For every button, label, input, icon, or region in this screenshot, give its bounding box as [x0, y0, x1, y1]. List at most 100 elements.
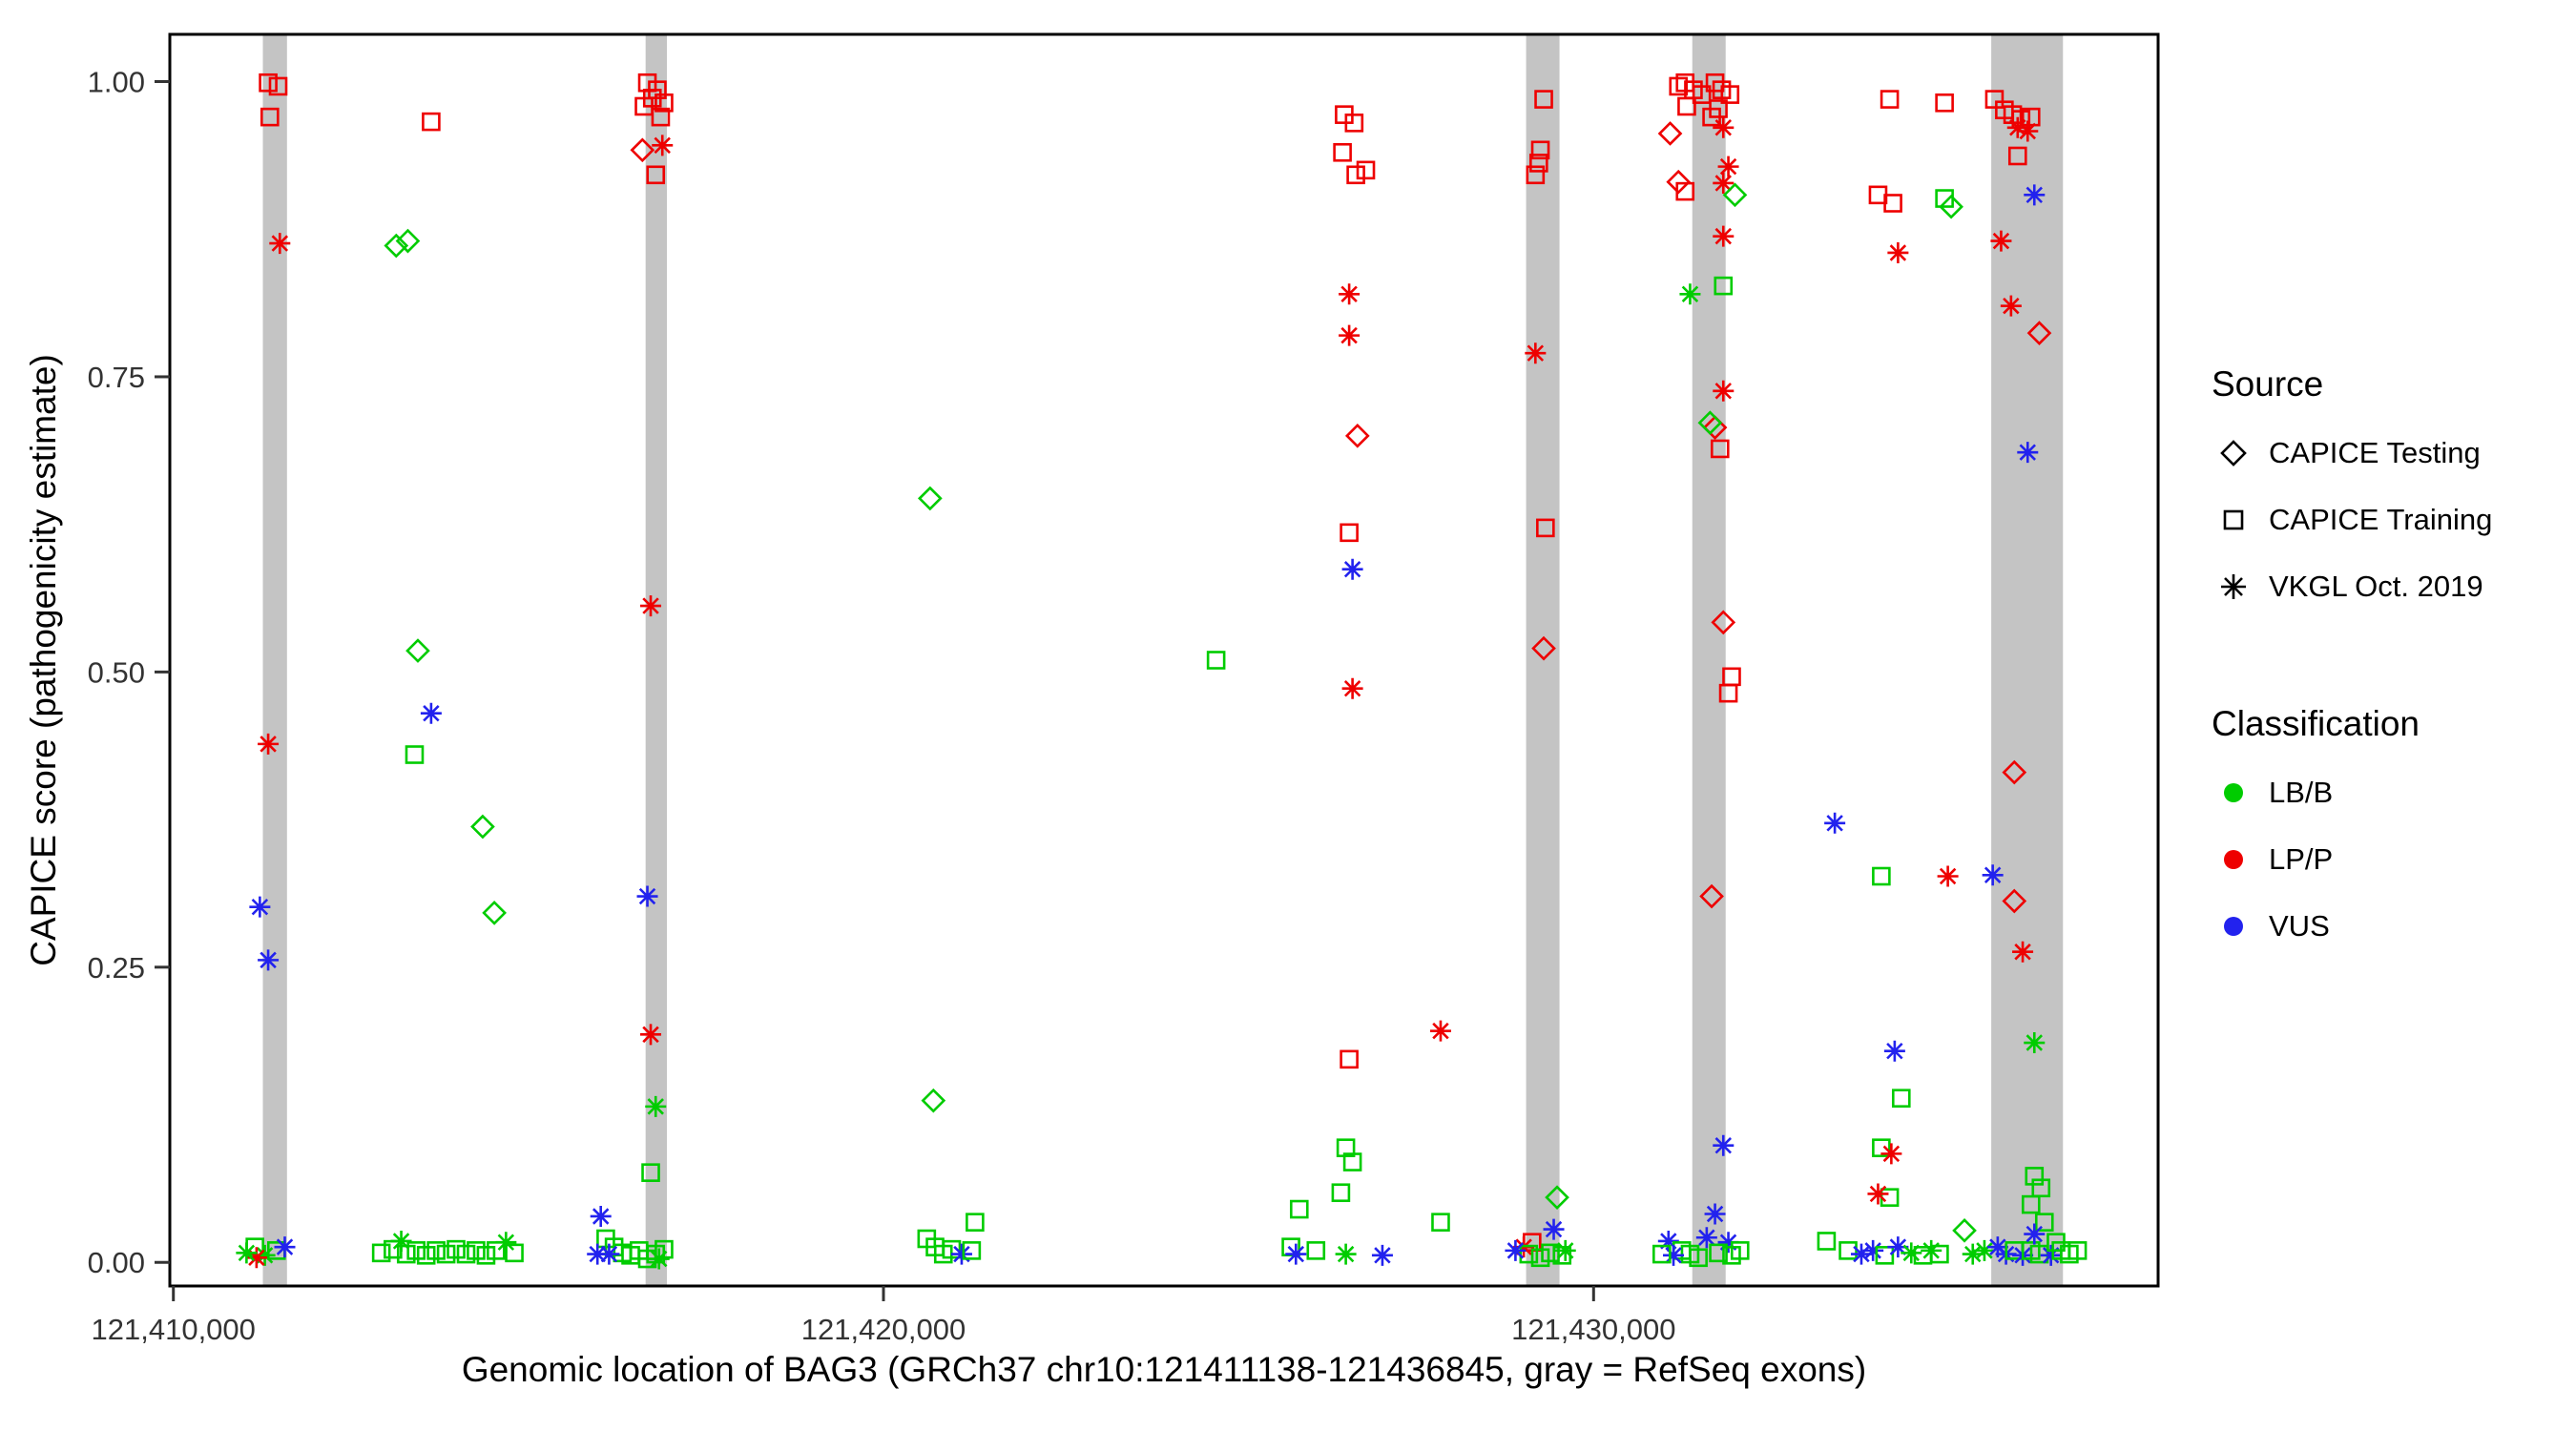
data-point-diamond [1657, 121, 1683, 146]
data-point-square [1534, 90, 1553, 109]
data-point-asterisk [2024, 1223, 2046, 1245]
data-point-asterisk [258, 733, 280, 755]
data-point-diamond [917, 486, 943, 511]
data-point-square [2067, 1241, 2088, 1260]
data-point-diamond [630, 137, 655, 163]
exon-band [1692, 34, 1726, 1286]
data-point-square [1880, 1188, 1900, 1207]
data-point-diamond [470, 814, 495, 840]
data-point-square [1839, 1241, 1858, 1260]
square-icon [2223, 509, 2244, 530]
data-point-square [942, 1239, 962, 1259]
data-point-square [1714, 276, 1734, 296]
panel-border [168, 32, 2160, 1288]
legend: Source CAPICE Testing CAPICE Training VK… [2212, 364, 2574, 960]
exon-band [1526, 34, 1560, 1286]
data-point-asterisk [2017, 442, 2039, 464]
data-point-asterisk [1713, 1134, 1735, 1156]
data-point-square [2007, 146, 2027, 166]
data-point-asterisk [1429, 1020, 1451, 1042]
data-point-asterisk [598, 1243, 620, 1265]
data-point-diamond [2002, 888, 2027, 914]
x-axis-title: Genomic location of BAG3 (GRCh37 chr10:1… [461, 1350, 1867, 1389]
data-point-diamond [1952, 1217, 1977, 1243]
data-point-asterisk [1867, 1183, 1889, 1205]
y-tick-label: 1.00 [88, 66, 145, 99]
legend-item-capice-testing: CAPICE Testing [2212, 420, 2574, 487]
data-point-asterisk [652, 135, 674, 156]
lbb-dot-icon [2224, 783, 2243, 802]
data-point-square [1333, 142, 1352, 162]
data-point-asterisk [1717, 156, 1739, 177]
data-point-asterisk [390, 1230, 412, 1252]
data-point-asterisk [1505, 1239, 1527, 1261]
data-point-asterisk [1657, 1230, 1679, 1252]
data-point-square [436, 1244, 456, 1264]
data-point-square [654, 93, 674, 113]
data-point-square [1340, 523, 1359, 543]
data-point-square [1652, 1244, 1672, 1264]
data-point-asterisk [1887, 241, 1909, 263]
exon-band [645, 34, 667, 1286]
data-point-asterisk [1335, 1243, 1357, 1265]
data-point-diamond [1545, 1185, 1569, 1211]
data-point-asterisk [1285, 1243, 1307, 1265]
data-point-square [1526, 165, 1546, 185]
data-point-square [260, 107, 280, 127]
data-point-square [1344, 114, 1364, 133]
data-point-square [1529, 154, 1548, 173]
data-point-square [1883, 194, 1902, 213]
data-point-square [405, 745, 425, 764]
data-point-square [1431, 1213, 1450, 1232]
data-point-asterisk [2017, 120, 2039, 142]
data-point-square [1872, 1138, 1891, 1157]
data-point-square [1730, 1241, 1750, 1260]
lpp-dot-icon [2224, 850, 2243, 869]
data-point-square [1356, 160, 1376, 180]
data-point-square [2021, 1194, 2041, 1214]
data-point-square [268, 76, 288, 96]
data-point-asterisk [1341, 677, 1363, 699]
data-point-square [2034, 1213, 2054, 1232]
data-point-asterisk [2024, 1032, 2046, 1054]
data-point-square [1689, 1248, 1708, 1268]
data-point-square [1530, 140, 1550, 160]
legend-item-capice-training: CAPICE Training [2212, 487, 2574, 553]
y-tick-label: 0.00 [88, 1246, 145, 1279]
data-point-diamond [1344, 423, 1370, 448]
data-point-square [1530, 1248, 1550, 1268]
data-point-square [1720, 85, 1740, 104]
data-point-asterisk [1862, 1239, 1884, 1261]
data-point-asterisk [1717, 1232, 1739, 1254]
data-point-square [1718, 683, 1738, 703]
data-point-asterisk [269, 233, 291, 255]
data-point-asterisk [1887, 1236, 1909, 1258]
data-point-asterisk [1339, 283, 1361, 305]
data-point-square [654, 1239, 674, 1259]
data-point-square [396, 1244, 416, 1264]
data-point-square [1930, 1244, 1949, 1264]
asterisk-icon [2221, 574, 2246, 599]
data-point-square [422, 112, 441, 132]
legend-label: LB/B [2269, 776, 2334, 809]
data-point-square [1306, 1241, 1326, 1260]
data-point-asterisk [1543, 1218, 1565, 1240]
y-tick-label: 0.75 [88, 361, 145, 394]
data-point-square [406, 1241, 426, 1260]
x-tick-label: 121,430,000 [1511, 1313, 1675, 1346]
data-point-square [2031, 1178, 2051, 1198]
data-point-asterisk [636, 885, 658, 907]
vus-dot-icon [2224, 917, 2243, 936]
data-point-asterisk [1901, 1242, 1922, 1264]
data-point-asterisk [1525, 342, 1547, 364]
data-point-diamond [1702, 415, 1728, 441]
data-point-square [1710, 439, 1730, 459]
data-point-square [1984, 90, 2005, 109]
data-point-square [1677, 96, 1696, 116]
data-point-diamond [395, 228, 421, 254]
legend-item-lbb: LB/B [2212, 759, 2574, 826]
data-point-asterisk [1850, 1243, 1872, 1265]
data-point-asterisk [2024, 184, 2046, 206]
